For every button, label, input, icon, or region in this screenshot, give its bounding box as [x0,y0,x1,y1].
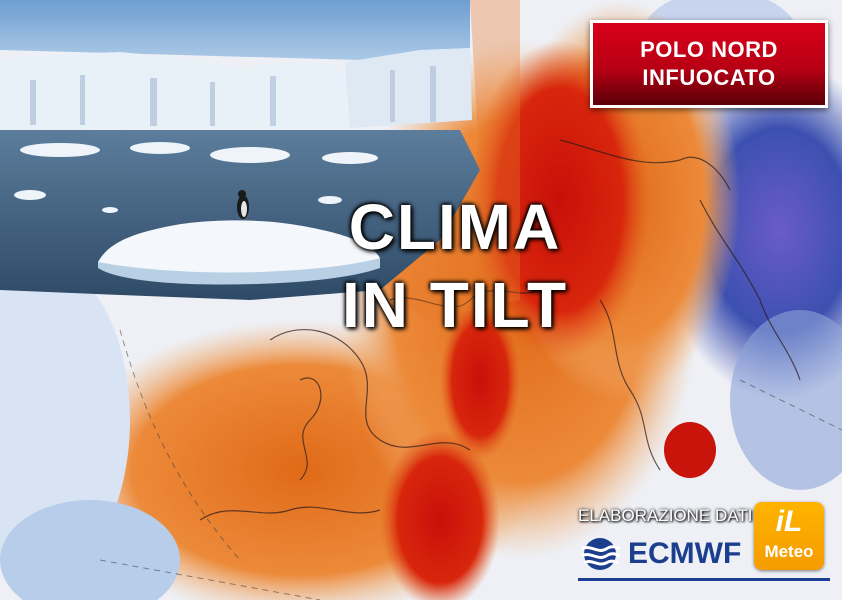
headline: CLIMA IN TILT [300,188,610,344]
ilmeteo-logo-top: iL [775,505,803,538]
credit-underline [578,578,830,581]
ilmeteo-logo-bottom: Meteo [764,542,814,561]
polo-nord-badge: POLO NORD INFUOCATO [590,20,828,108]
ilmeteo-logo: iL Meteo [754,502,824,570]
headline-line-1: CLIMA [348,191,562,263]
ecmwf-text: ECMWF [628,537,742,570]
badge-line-1: POLO NORD [640,37,778,62]
headline-line-2: IN TILT [341,269,569,341]
ecmwf-waves-icon [581,538,621,570]
credit-label: ELABORAZIONE DATI [578,506,753,525]
ecmwf-logo: ECMWF [578,536,748,572]
badge-line-2: INFUOCATO [642,65,776,90]
